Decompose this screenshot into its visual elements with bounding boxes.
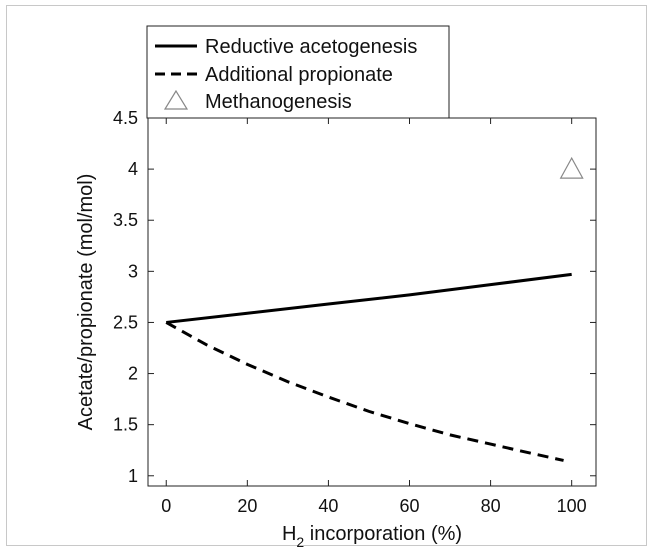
x-axis-title-main: H [282, 523, 296, 545]
x-tick-label: 60 [399, 496, 419, 516]
y-axis-ticks: 1 1.5 2 2.5 3 3.5 4 4.5 [113, 108, 596, 486]
y-tick-label: 2 [128, 364, 138, 384]
series-line-additional-propionate [165, 321, 564, 462]
series-line-reductive-acetogenesis [166, 272, 572, 324]
x-axis-title: H2 incorporation (%) [282, 523, 462, 550]
x-tick-label: 80 [481, 496, 501, 516]
legend-label-additional-propionate: Additional propionate [205, 64, 393, 86]
x-axis-title-subscript: 2 [296, 534, 304, 550]
series-layer [165, 156, 584, 462]
y-axis-title: Acetate/propionate (mol/mol) [75, 174, 97, 431]
legend-box [146, 25, 450, 119]
x-axis-title-rest: incorporation (%) [304, 523, 462, 545]
x-tick-label: 0 [161, 496, 171, 516]
legend-label-methanogenesis: Methanogenesis [205, 91, 352, 113]
y-tick-label: 4.5 [113, 108, 138, 128]
legend: Reductive acetogenesis Additional propio… [146, 25, 450, 119]
y-tick-label: 3 [128, 261, 138, 281]
y-tick-label: 2.5 [113, 312, 138, 332]
x-axis-ticks: 0 20 40 60 80 100 [161, 118, 587, 516]
x-tick-label: 20 [237, 496, 257, 516]
series-point-methanogenesis [559, 156, 584, 179]
y-tick-label: 3.5 [113, 210, 138, 230]
y-tick-label: 4 [128, 159, 138, 179]
legend-swatch-methanogenesis [163, 89, 189, 110]
x-tick-label: 40 [318, 496, 338, 516]
figure-frame [6, 5, 647, 546]
legend-label-reductive-acetogenesis: Reductive acetogenesis [205, 36, 417, 58]
y-tick-label: 1.5 [113, 415, 138, 435]
y-tick-label: 1 [128, 466, 138, 486]
x-tick-label: 100 [557, 496, 587, 516]
plot-area [147, 117, 597, 487]
